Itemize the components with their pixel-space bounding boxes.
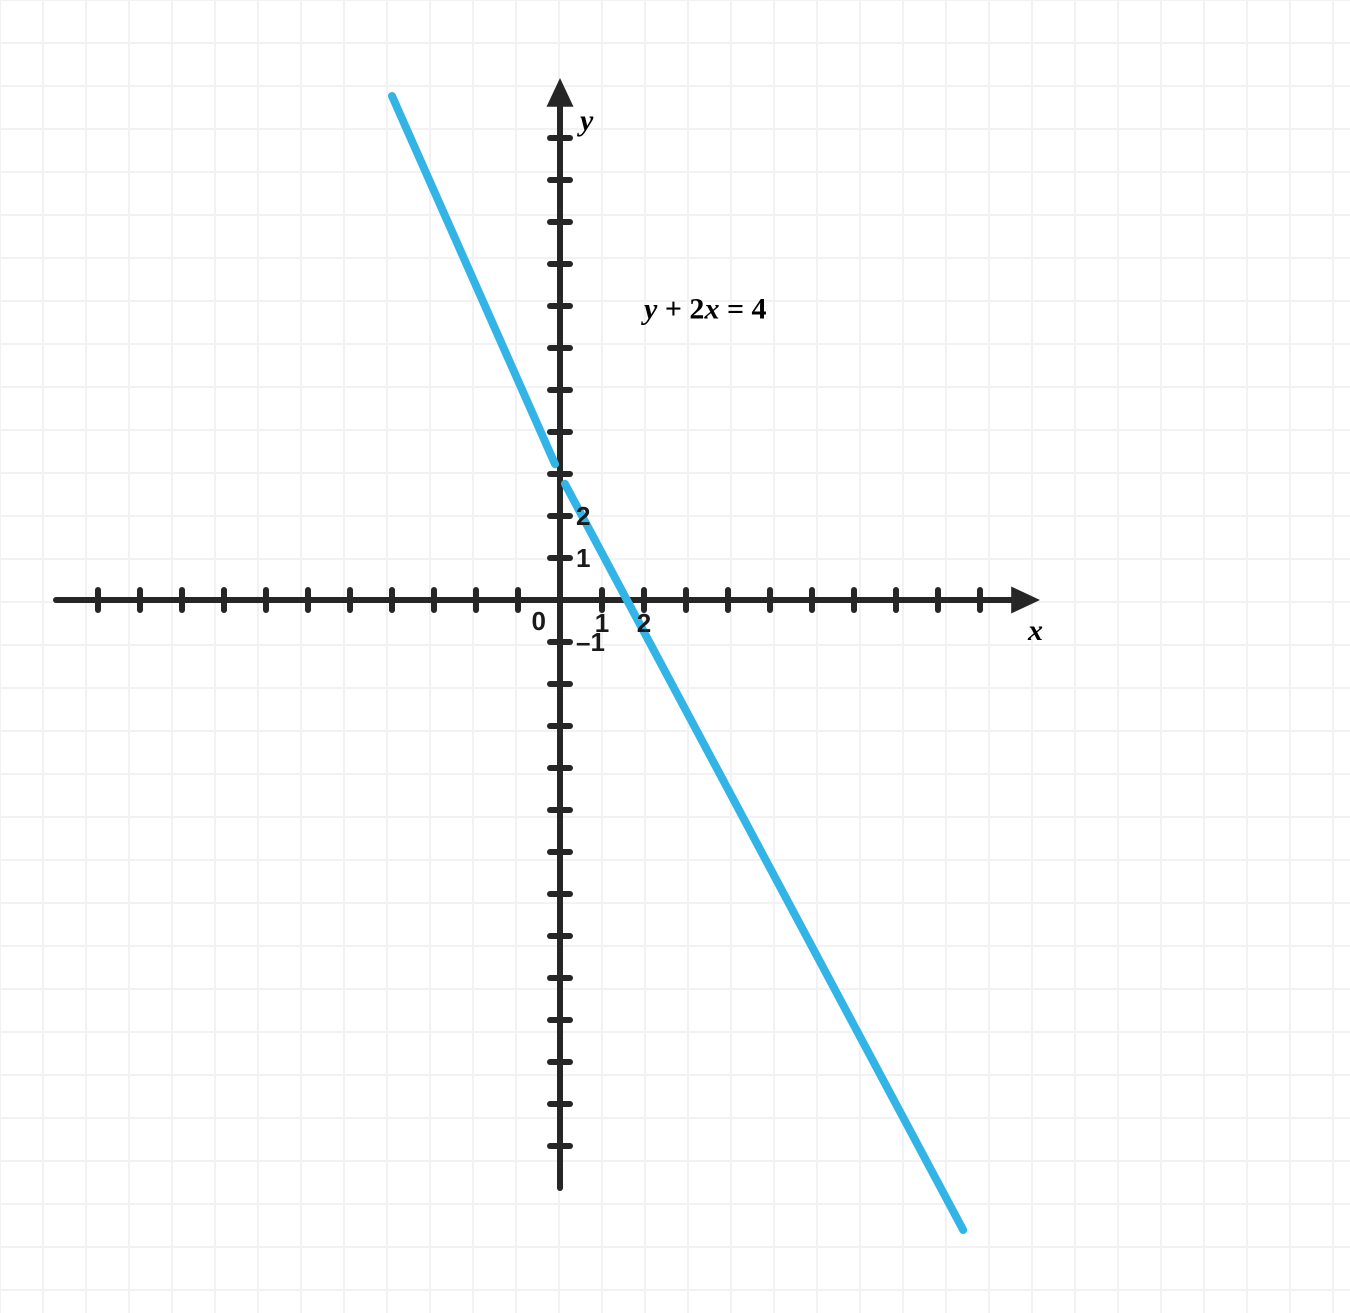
y-tick-label: 2 <box>576 501 590 531</box>
y-tick-label: –1 <box>576 627 605 657</box>
equation-label: y + 2x = 4 <box>641 293 767 326</box>
line-chart: 12–1120xyy + 2x = 4 <box>0 0 1350 1313</box>
origin-label: 0 <box>532 606 546 636</box>
x-tick-label: 2 <box>637 608 651 638</box>
x-axis-label: x <box>1027 614 1043 647</box>
y-tick-label: 1 <box>576 543 590 573</box>
y-axis-label: y <box>577 104 594 137</box>
